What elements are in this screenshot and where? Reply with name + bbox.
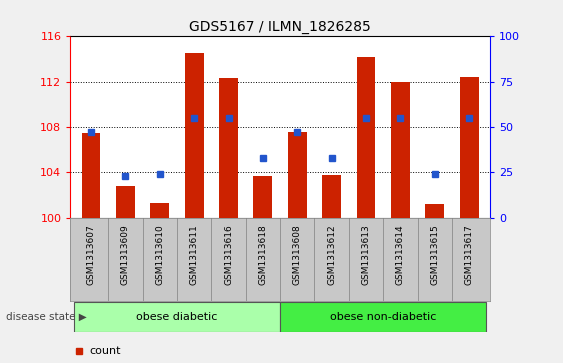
Text: count: count [90,346,120,356]
Text: GSM1313609: GSM1313609 [121,224,130,285]
Bar [150,203,169,218]
Bar [426,204,444,218]
Bar [391,82,410,218]
Text: GSM1313615: GSM1313615 [430,224,439,285]
Bar [219,78,238,218]
Bar [116,186,135,218]
Text: GSM1313614: GSM1313614 [396,224,405,285]
Text: GSM1313612: GSM1313612 [327,224,336,285]
Bar [460,77,479,218]
Bar [322,175,341,218]
Text: GSM1313611: GSM1313611 [190,224,199,285]
Bar [185,53,204,218]
Text: GSM1313610: GSM1313610 [155,224,164,285]
Text: GSM1313616: GSM1313616 [224,224,233,285]
Text: obese non-diabetic: obese non-diabetic [330,312,436,322]
Text: GSM1313613: GSM1313613 [361,224,370,285]
Bar [253,176,272,218]
Text: GSM1313618: GSM1313618 [258,224,267,285]
FancyBboxPatch shape [74,302,280,331]
Text: disease state ▶: disease state ▶ [6,312,86,322]
FancyBboxPatch shape [280,302,486,331]
Text: GSM1313608: GSM1313608 [293,224,302,285]
Title: GDS5167 / ILMN_1826285: GDS5167 / ILMN_1826285 [189,20,371,34]
Text: obese diabetic: obese diabetic [136,312,218,322]
Bar [356,57,376,218]
Text: GSM1313617: GSM1313617 [464,224,473,285]
Bar [82,133,100,218]
Bar [288,132,307,218]
Text: GSM1313607: GSM1313607 [87,224,96,285]
